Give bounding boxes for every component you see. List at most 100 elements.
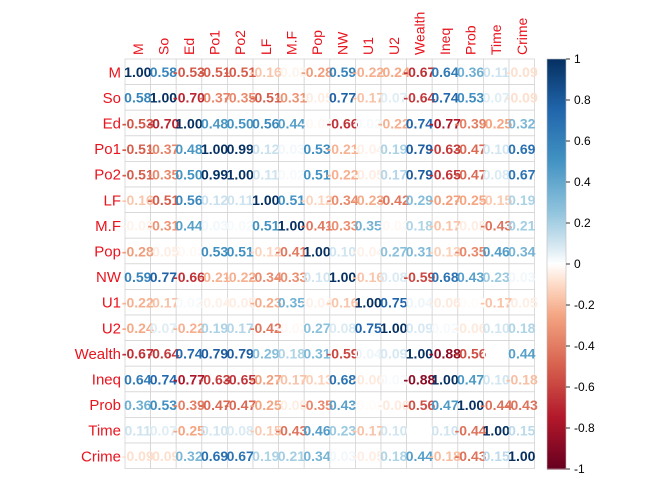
colorbar-segment: [547, 110, 566, 113]
matrix-cell: [303, 135, 331, 162]
colorbar-segment: [547, 268, 566, 271]
matrix-cell: [482, 340, 510, 367]
cell-value: 0.12: [201, 192, 228, 208]
cell-value: -0.53: [173, 64, 205, 80]
row-label: Prob: [89, 397, 121, 414]
cell-value: -0.02: [378, 218, 410, 234]
cell-value: -0.64: [403, 90, 435, 106]
cell-value: -0.47: [224, 397, 256, 413]
colorbar-segment: [547, 350, 566, 353]
cell-value: -0.17: [275, 371, 307, 387]
colorbar-segment: [547, 339, 566, 343]
cell-value: 0.10: [483, 320, 510, 336]
matrix-cell: [380, 237, 408, 265]
cell-value: 0.29: [406, 192, 433, 208]
cell-value: 0.99: [227, 141, 254, 157]
cell-value: -0.31: [275, 90, 307, 106]
colorbar-tick-label: -0.8: [574, 421, 595, 435]
cell-value: -0.63: [429, 141, 461, 157]
matrix-cell: [431, 416, 459, 444]
cell-value: 0.09: [406, 320, 433, 336]
colorbar-segment: [547, 179, 566, 183]
colorbar-segment: [547, 210, 566, 214]
cell-value: 0.31: [406, 243, 433, 259]
matrix-cell: [508, 109, 536, 137]
matrix-cell: [124, 416, 152, 444]
colorbar-segment: [547, 356, 566, 359]
cell-value: -0.28: [122, 243, 154, 259]
colorbar-segment: [547, 141, 566, 144]
matrix-cell: [226, 340, 254, 367]
cell-value: 0.00: [483, 346, 510, 362]
matrix-cell: [457, 109, 484, 137]
cell-value: -0.09: [506, 90, 538, 106]
cell-value: 0.21: [278, 448, 305, 464]
colorbar-segment: [547, 149, 566, 152]
cell-value: 1.00: [124, 64, 151, 80]
cell-value: -0.25: [250, 397, 282, 413]
matrix-cell: [175, 84, 203, 111]
matrix-cell: [278, 135, 305, 162]
cell-value: -0.17: [429, 218, 461, 234]
cell-value: 0.47: [457, 371, 484, 387]
cell-value: -0.64: [147, 346, 179, 362]
matrix-cell: [150, 416, 177, 444]
colorbar-segment: [547, 165, 566, 169]
cell-value: -0.15: [250, 423, 282, 439]
matrix-cell: [406, 288, 433, 316]
cell-value: 0.02: [431, 320, 458, 336]
colorbar-segment: [547, 313, 566, 316]
colorbar-segment: [547, 292, 566, 296]
cell-value: 0.59: [124, 269, 151, 285]
colorbar-segment: [547, 208, 566, 212]
cell-value: 0.53: [457, 90, 484, 106]
colorbar-segment: [547, 206, 566, 210]
colorbar-segment: [547, 182, 566, 185]
column-label: U2: [386, 37, 402, 55]
cell-value: -0.03: [275, 64, 307, 80]
matrix-cells: [124, 58, 536, 470]
cell-value: -0.16: [122, 192, 154, 208]
matrix-cell: [406, 442, 433, 470]
row-label: Time: [88, 423, 121, 440]
cell-value: 0.02: [175, 295, 202, 311]
matrix-cell: [150, 365, 177, 393]
cell-value: 0.51: [227, 243, 254, 259]
colorbar-segment: [547, 93, 566, 97]
matrix-cell: [354, 391, 382, 418]
colorbar-segment: [547, 401, 566, 404]
cell-value: 1.00: [431, 371, 458, 387]
cell-value: 0.18: [508, 320, 535, 336]
cell-value: 0.32: [175, 448, 202, 464]
cell-value: 0.44: [175, 218, 202, 234]
colorbar-segment: [547, 280, 566, 284]
colorbar: 1 0.8 0.6 0.4 0.2 0 -0.2 -0.4 -0.6 -0.8 -1: [546, 52, 595, 476]
matrix-cell: [124, 263, 152, 290]
cell-value: -0.44: [455, 423, 487, 439]
matrix-cell: [457, 58, 484, 86]
cell-value: -0.65: [224, 371, 256, 387]
colorbar-segment: [547, 239, 566, 243]
cell-value: 0.18: [406, 218, 433, 234]
matrix-cell: [482, 109, 510, 137]
cell-value: -0.03: [122, 218, 154, 234]
matrix-cell: [201, 263, 228, 290]
colorbar-segment: [547, 436, 566, 439]
matrix-cell: [482, 263, 510, 290]
colorbar-segment: [547, 290, 566, 294]
colorbar-segment: [547, 63, 566, 66]
cell-value: 0.35: [355, 218, 382, 234]
cell-value: -0.25: [480, 115, 512, 131]
colorbar-segment: [547, 132, 566, 136]
cell-value: 1.00: [380, 320, 407, 336]
cell-value: 0.19: [380, 141, 407, 157]
cell-value: 0.36: [124, 397, 151, 413]
cell-value: -0.25: [455, 192, 487, 208]
colorbar-segment: [547, 61, 566, 64]
colorbar-segment: [547, 327, 566, 331]
row-label: Crime: [81, 448, 121, 465]
colorbar-segment: [547, 372, 566, 376]
matrix-cell: [226, 365, 254, 393]
cell-value: 1.00: [252, 192, 279, 208]
